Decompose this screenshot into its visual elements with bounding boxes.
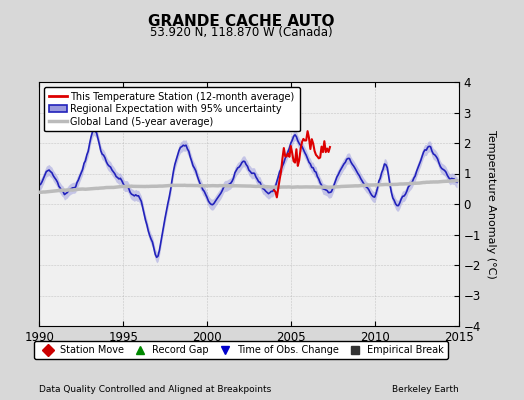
Text: Data Quality Controlled and Aligned at Breakpoints: Data Quality Controlled and Aligned at B… <box>39 385 271 394</box>
Text: Berkeley Earth: Berkeley Earth <box>392 385 458 394</box>
Text: 53.920 N, 118.870 W (Canada): 53.920 N, 118.870 W (Canada) <box>150 26 332 39</box>
Legend: Station Move, Record Gap, Time of Obs. Change, Empirical Break: Station Move, Record Gap, Time of Obs. C… <box>34 341 448 359</box>
Legend: This Temperature Station (12-month average), Regional Expectation with 95% uncer: This Temperature Station (12-month avera… <box>44 87 300 132</box>
Y-axis label: Temperature Anomaly (°C): Temperature Anomaly (°C) <box>486 130 496 278</box>
Text: GRANDE CACHE AUTO: GRANDE CACHE AUTO <box>148 14 334 29</box>
